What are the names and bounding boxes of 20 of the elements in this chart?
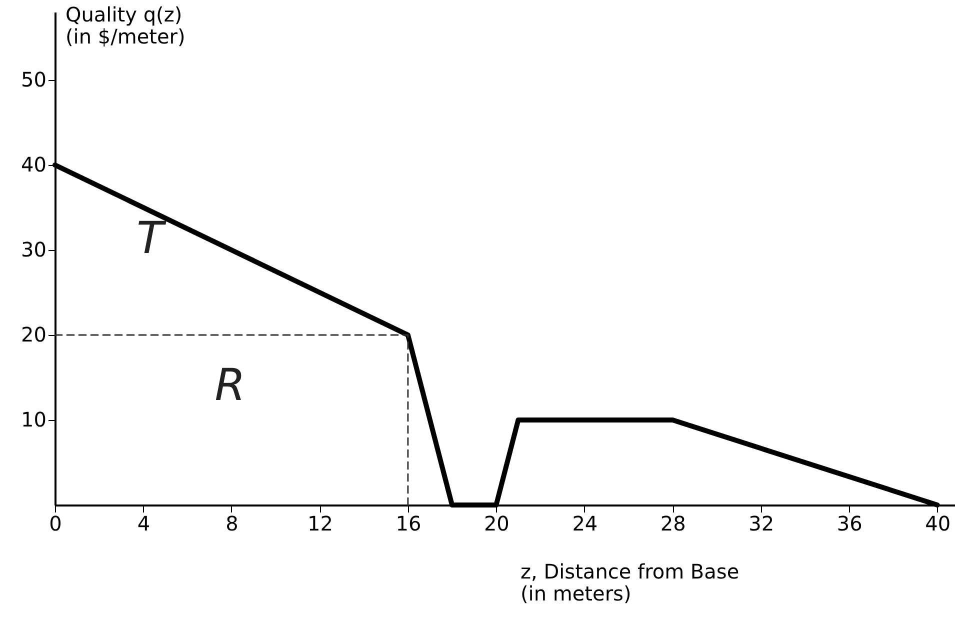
y-tick-label: 10: [21, 408, 46, 432]
x-tick-label: 28: [660, 512, 686, 536]
x-axis-title: z, Distance from Base (in meters): [520, 560, 740, 606]
y-tick-label: 30: [21, 238, 46, 262]
x-tick-label: 32: [748, 512, 774, 536]
x-tick-label: 36: [836, 512, 862, 536]
x-tick-label: 20: [484, 512, 510, 536]
y-axis-title: Quality q(z) (in $/meter): [66, 2, 186, 48]
x-tick-label: 0: [49, 512, 62, 536]
y-tick-label: 40: [21, 152, 46, 176]
annotation: T: [136, 213, 167, 264]
x-tick-label: 40: [925, 512, 951, 536]
x-tick-label: 4: [137, 512, 150, 536]
y-tick-label: 20: [21, 322, 46, 346]
y-tick-label: 50: [21, 68, 46, 92]
annotation: R: [214, 360, 246, 411]
x-tick-label: 24: [572, 512, 598, 536]
x-tick-label: 8: [226, 512, 238, 536]
x-tick-label: 16: [396, 512, 422, 536]
x-tick-label: 12: [307, 512, 333, 536]
